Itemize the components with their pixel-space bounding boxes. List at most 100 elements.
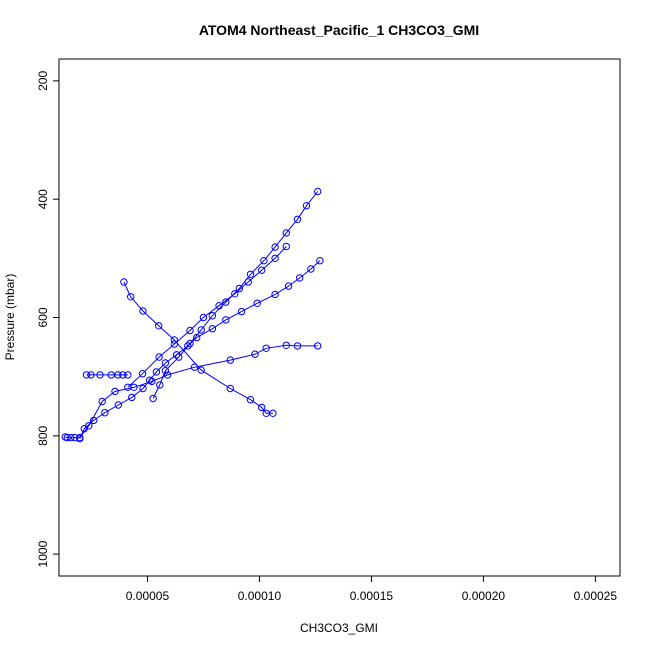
x-tick-label: 0.00025 [574, 589, 618, 603]
data-point [76, 435, 84, 443]
data-point [152, 368, 161, 376]
data-point [282, 229, 290, 237]
data-point [284, 282, 293, 290]
data-point [215, 302, 223, 310]
x-axis-label: CH3CO3_GMI [300, 621, 378, 635]
data-point [101, 409, 109, 417]
x-tick-label: 0.00005 [126, 589, 170, 603]
data-point [208, 312, 217, 320]
series-points [61, 187, 324, 443]
data-point [302, 202, 311, 210]
data-point [98, 397, 106, 406]
data-point [124, 371, 132, 379]
data-point [246, 270, 255, 278]
x-tick-label: 0.00010 [238, 589, 282, 603]
data-point [184, 342, 192, 350]
data-point [316, 257, 324, 265]
y-axis: 200 400 600 800 1000 [36, 71, 59, 567]
data-point [235, 284, 244, 293]
data-point [251, 350, 259, 358]
data-point [114, 371, 122, 379]
data-point [237, 307, 246, 316]
data-point [271, 243, 279, 251]
data-point [127, 293, 135, 301]
data-point [82, 371, 91, 379]
data-point [271, 254, 279, 262]
data-point [139, 307, 147, 315]
data-point [186, 326, 194, 335]
data-point [111, 387, 119, 396]
data-point [190, 363, 199, 371]
data-point [114, 401, 123, 409]
data-point [170, 336, 179, 344]
data-point [161, 367, 170, 375]
y-axis-label: Pressure (mbar) [3, 274, 17, 361]
data-point [163, 371, 172, 379]
data-point [199, 313, 208, 322]
data-point [90, 416, 98, 425]
plot-frame [58, 58, 621, 577]
series-line-4 [123, 281, 273, 414]
data-point [222, 298, 230, 306]
y-tick-label: 800 [36, 425, 50, 445]
data-point [296, 274, 304, 282]
data-point [87, 371, 95, 379]
data-point [222, 316, 230, 324]
data-point [246, 396, 255, 404]
data-point [119, 371, 127, 379]
data-point [244, 278, 252, 286]
data-point [193, 333, 201, 342]
data-point [314, 187, 322, 196]
data-point [186, 339, 194, 348]
data-point [208, 325, 217, 333]
data-point [128, 393, 136, 402]
data-point [124, 383, 132, 391]
data-point [258, 403, 266, 412]
data-point [146, 376, 154, 384]
x-axis: 0.00005 0.00010 0.00015 0.00020 0.00025 [126, 576, 618, 603]
data-point [149, 394, 157, 403]
data-point [314, 342, 322, 350]
data-point [67, 433, 75, 442]
data-point [258, 266, 266, 274]
data-point [172, 351, 181, 359]
data-point [139, 384, 147, 393]
data-point [253, 299, 261, 307]
series-lines [65, 191, 321, 440]
data-point [156, 381, 164, 389]
data-point [175, 353, 183, 361]
y-tick-label: 400 [36, 189, 50, 209]
data-point [155, 353, 163, 361]
data-point [80, 425, 89, 433]
data-point [197, 366, 205, 374]
data-point [155, 322, 163, 330]
data-point [293, 342, 302, 350]
y-tick-label: 600 [36, 307, 50, 327]
series-line-6 [152, 191, 319, 399]
data-point [161, 359, 170, 367]
data-point [269, 409, 277, 417]
x-tick-label: 0.00015 [350, 589, 394, 603]
data-point [170, 340, 179, 348]
data-point [138, 370, 147, 378]
data-point [262, 344, 270, 352]
y-tick-label: 1000 [36, 540, 50, 567]
data-point [293, 215, 302, 224]
data-point [226, 356, 235, 364]
y-tick-label: 200 [36, 71, 50, 91]
data-point [282, 341, 290, 349]
chart-title: ATOM4 Northeast_Pacific_1 CH3CO3_GMI [199, 22, 479, 38]
data-point [120, 278, 128, 286]
data-point [197, 326, 205, 334]
data-point [260, 257, 268, 265]
data-point [282, 242, 290, 251]
data-point [63, 433, 72, 442]
x-tick-label: 0.00020 [462, 589, 506, 603]
data-point [96, 371, 104, 379]
data-point [71, 433, 79, 442]
data-point [226, 384, 235, 393]
data-point [307, 265, 315, 273]
data-point [231, 290, 239, 298]
data-point [271, 290, 279, 299]
